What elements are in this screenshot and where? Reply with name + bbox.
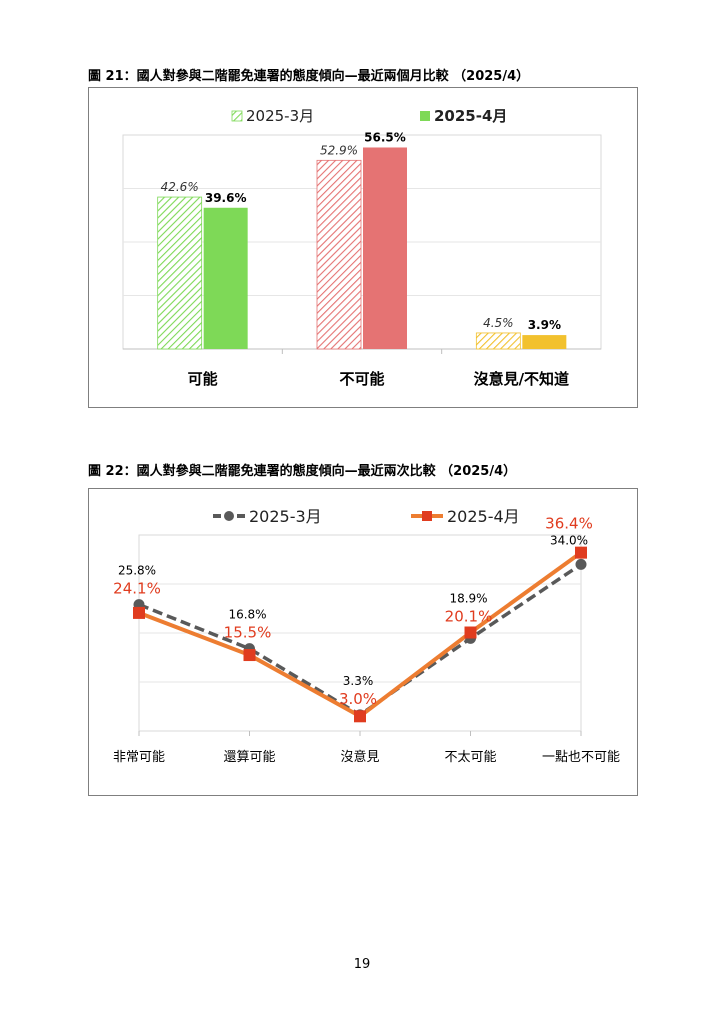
bar-chart: 2025-3月 2025-4月 42.6% 39.6% 可能 52.9% 56.5% 不可能 4…: [122, 107, 602, 388]
data-label: 52.9%: [320, 143, 358, 157]
legend-marker: [422, 511, 432, 521]
legend-label: 2025-4月: [434, 107, 507, 125]
x-tick-label: 可能: [188, 370, 218, 388]
bar-mar: [316, 159, 362, 350]
line-chart: 非常可能 還算可能 沒意見 不太可能 一點也不可能 2025-3月 2025-4月 25.8%…: [113, 507, 620, 765]
page-number: 19: [353, 957, 371, 972]
data-label: 4.5%: [483, 316, 514, 330]
point-mar: [575, 558, 587, 570]
x-tick-label: 不太可能: [444, 750, 496, 765]
bar-chart-panel: 2025-3月 2025-4月 42.6% 39.6% 可能 52.9% 56.5% 不可能 4…: [88, 87, 638, 408]
data-label-apr: 24.1%: [113, 580, 161, 598]
bar-apr: [363, 147, 407, 349]
x-tick-label: 不可能: [339, 370, 384, 388]
point-apr: [464, 626, 477, 639]
data-label: 56.5%: [364, 130, 406, 144]
x-tick-label: 非常可能: [113, 750, 165, 765]
figure-22-title: 圖 22：國人對參與二階罷免連署的態度傾向—最近兩次比較 （2025/4）: [88, 464, 517, 479]
x-tick-label: 沒意見: [340, 749, 379, 765]
figure-21-title: 圖 21：國人對參與二階罷免連署的態度傾向—最近兩個月比較 （2025/4）: [88, 69, 530, 84]
legend-marker: [224, 511, 234, 521]
x-tick-label: 沒意見/不知道: [474, 370, 569, 388]
point-apr: [243, 649, 256, 662]
bar-mar: [475, 332, 521, 350]
legend-label: 2025-3月: [249, 507, 322, 526]
data-label-apr: 20.1%: [445, 608, 493, 626]
x-tick-label: 還算可能: [223, 750, 275, 765]
data-label: 42.6%: [161, 180, 199, 194]
legend-label: 2025-3月: [246, 107, 314, 125]
x-tick-label: 一點也不可能: [542, 750, 620, 765]
data-label-mar: 18.9%: [449, 592, 487, 606]
point-apr: [133, 606, 145, 619]
data-label-mar: 16.8%: [228, 608, 266, 622]
bar-apr: [203, 207, 248, 349]
legend-label: 2025-4月: [447, 507, 520, 526]
point-apr: [354, 710, 366, 723]
point-apr: [575, 546, 587, 559]
bar-mar: [157, 196, 203, 350]
data-label-mar: 3.3%: [343, 674, 374, 688]
data-label-apr: 3.0%: [339, 690, 377, 708]
data-label: 3.9%: [528, 318, 561, 332]
data-label-mar: 25.8%: [118, 564, 156, 578]
line-chart-panel: 非常可能 還算可能 沒意見 不太可能 一點也不可能 2025-3月 2025-4月 25.8%…: [88, 488, 638, 796]
data-label-apr: 15.5%: [224, 624, 272, 642]
legend-swatch-0: [231, 110, 243, 122]
data-label-mar: 34.0%: [550, 534, 588, 548]
data-label-apr: 36.4%: [545, 515, 593, 533]
bar-apr: [522, 335, 567, 349]
legend-swatch-1: [420, 111, 430, 121]
data-label: 39.6%: [205, 191, 247, 205]
